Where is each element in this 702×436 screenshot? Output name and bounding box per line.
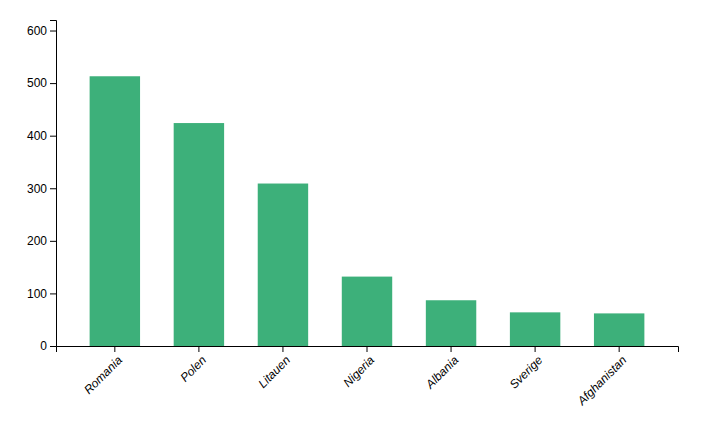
tick-label: Sverige [507, 353, 546, 392]
tick: Afghanistan [574, 346, 630, 409]
tick-mark [50, 83, 56, 84]
tick: 400 [27, 129, 56, 143]
tick-mark [114, 346, 115, 352]
tick: 0 [40, 339, 56, 353]
tick-label: 200 [27, 234, 47, 248]
tick-mark [50, 188, 56, 189]
tick-label: Romania [81, 353, 125, 397]
bars [90, 76, 645, 346]
tick: Sverige [507, 346, 546, 392]
tick: Albania [422, 346, 461, 392]
tick-mark [50, 241, 56, 242]
tick-label: 0 [40, 339, 47, 353]
tick-mark [451, 346, 452, 352]
chart: 0 100 200 300 400 500 600 Romania Polen Litauen Ni… [0, 0, 702, 436]
tick-mark [535, 346, 536, 352]
tick-label: 600 [27, 24, 47, 38]
bar [90, 76, 140, 346]
tick-mark [619, 346, 620, 352]
x-axis: Romania Polen Litauen Nigeria Albania Sverige… [57, 346, 679, 409]
tick-label: 300 [27, 182, 47, 196]
axis-line [57, 347, 679, 353]
tick-label: Nigeria [340, 353, 377, 390]
tick-label: Polen [177, 353, 209, 385]
axis-line [50, 21, 57, 347]
bar [510, 312, 560, 346]
tick-mark [50, 136, 56, 137]
tick-label: 400 [27, 129, 47, 143]
bar [426, 300, 476, 346]
tick-mark [282, 346, 283, 352]
tick: 500 [27, 76, 56, 90]
y-axis: 0 100 200 300 400 500 600 [27, 21, 57, 354]
tick-mark [50, 31, 56, 32]
plot: 0 100 200 300 400 500 600 Romania Polen Litauen Ni… [27, 21, 679, 409]
bar [258, 184, 308, 346]
tick-label: Albania [422, 353, 461, 392]
tick: Nigeria [340, 346, 377, 390]
tick-mark [367, 346, 368, 352]
tick-label: Litauen [255, 353, 293, 391]
tick: Polen [177, 346, 209, 385]
bar [342, 277, 392, 346]
tick-mark [198, 346, 199, 352]
tick: 300 [27, 182, 56, 196]
tick: Litauen [255, 346, 293, 391]
tick: 200 [27, 234, 56, 248]
tick-mark [50, 346, 56, 347]
tick-label: Afghanistan [574, 353, 630, 409]
tick-label: 100 [27, 287, 47, 301]
bar [174, 123, 224, 346]
tick: Romania [81, 346, 125, 397]
bar [594, 313, 644, 346]
tick: 600 [27, 24, 56, 38]
tick: 100 [27, 287, 56, 301]
tick-label: 500 [27, 76, 47, 90]
tick-mark [50, 293, 56, 294]
